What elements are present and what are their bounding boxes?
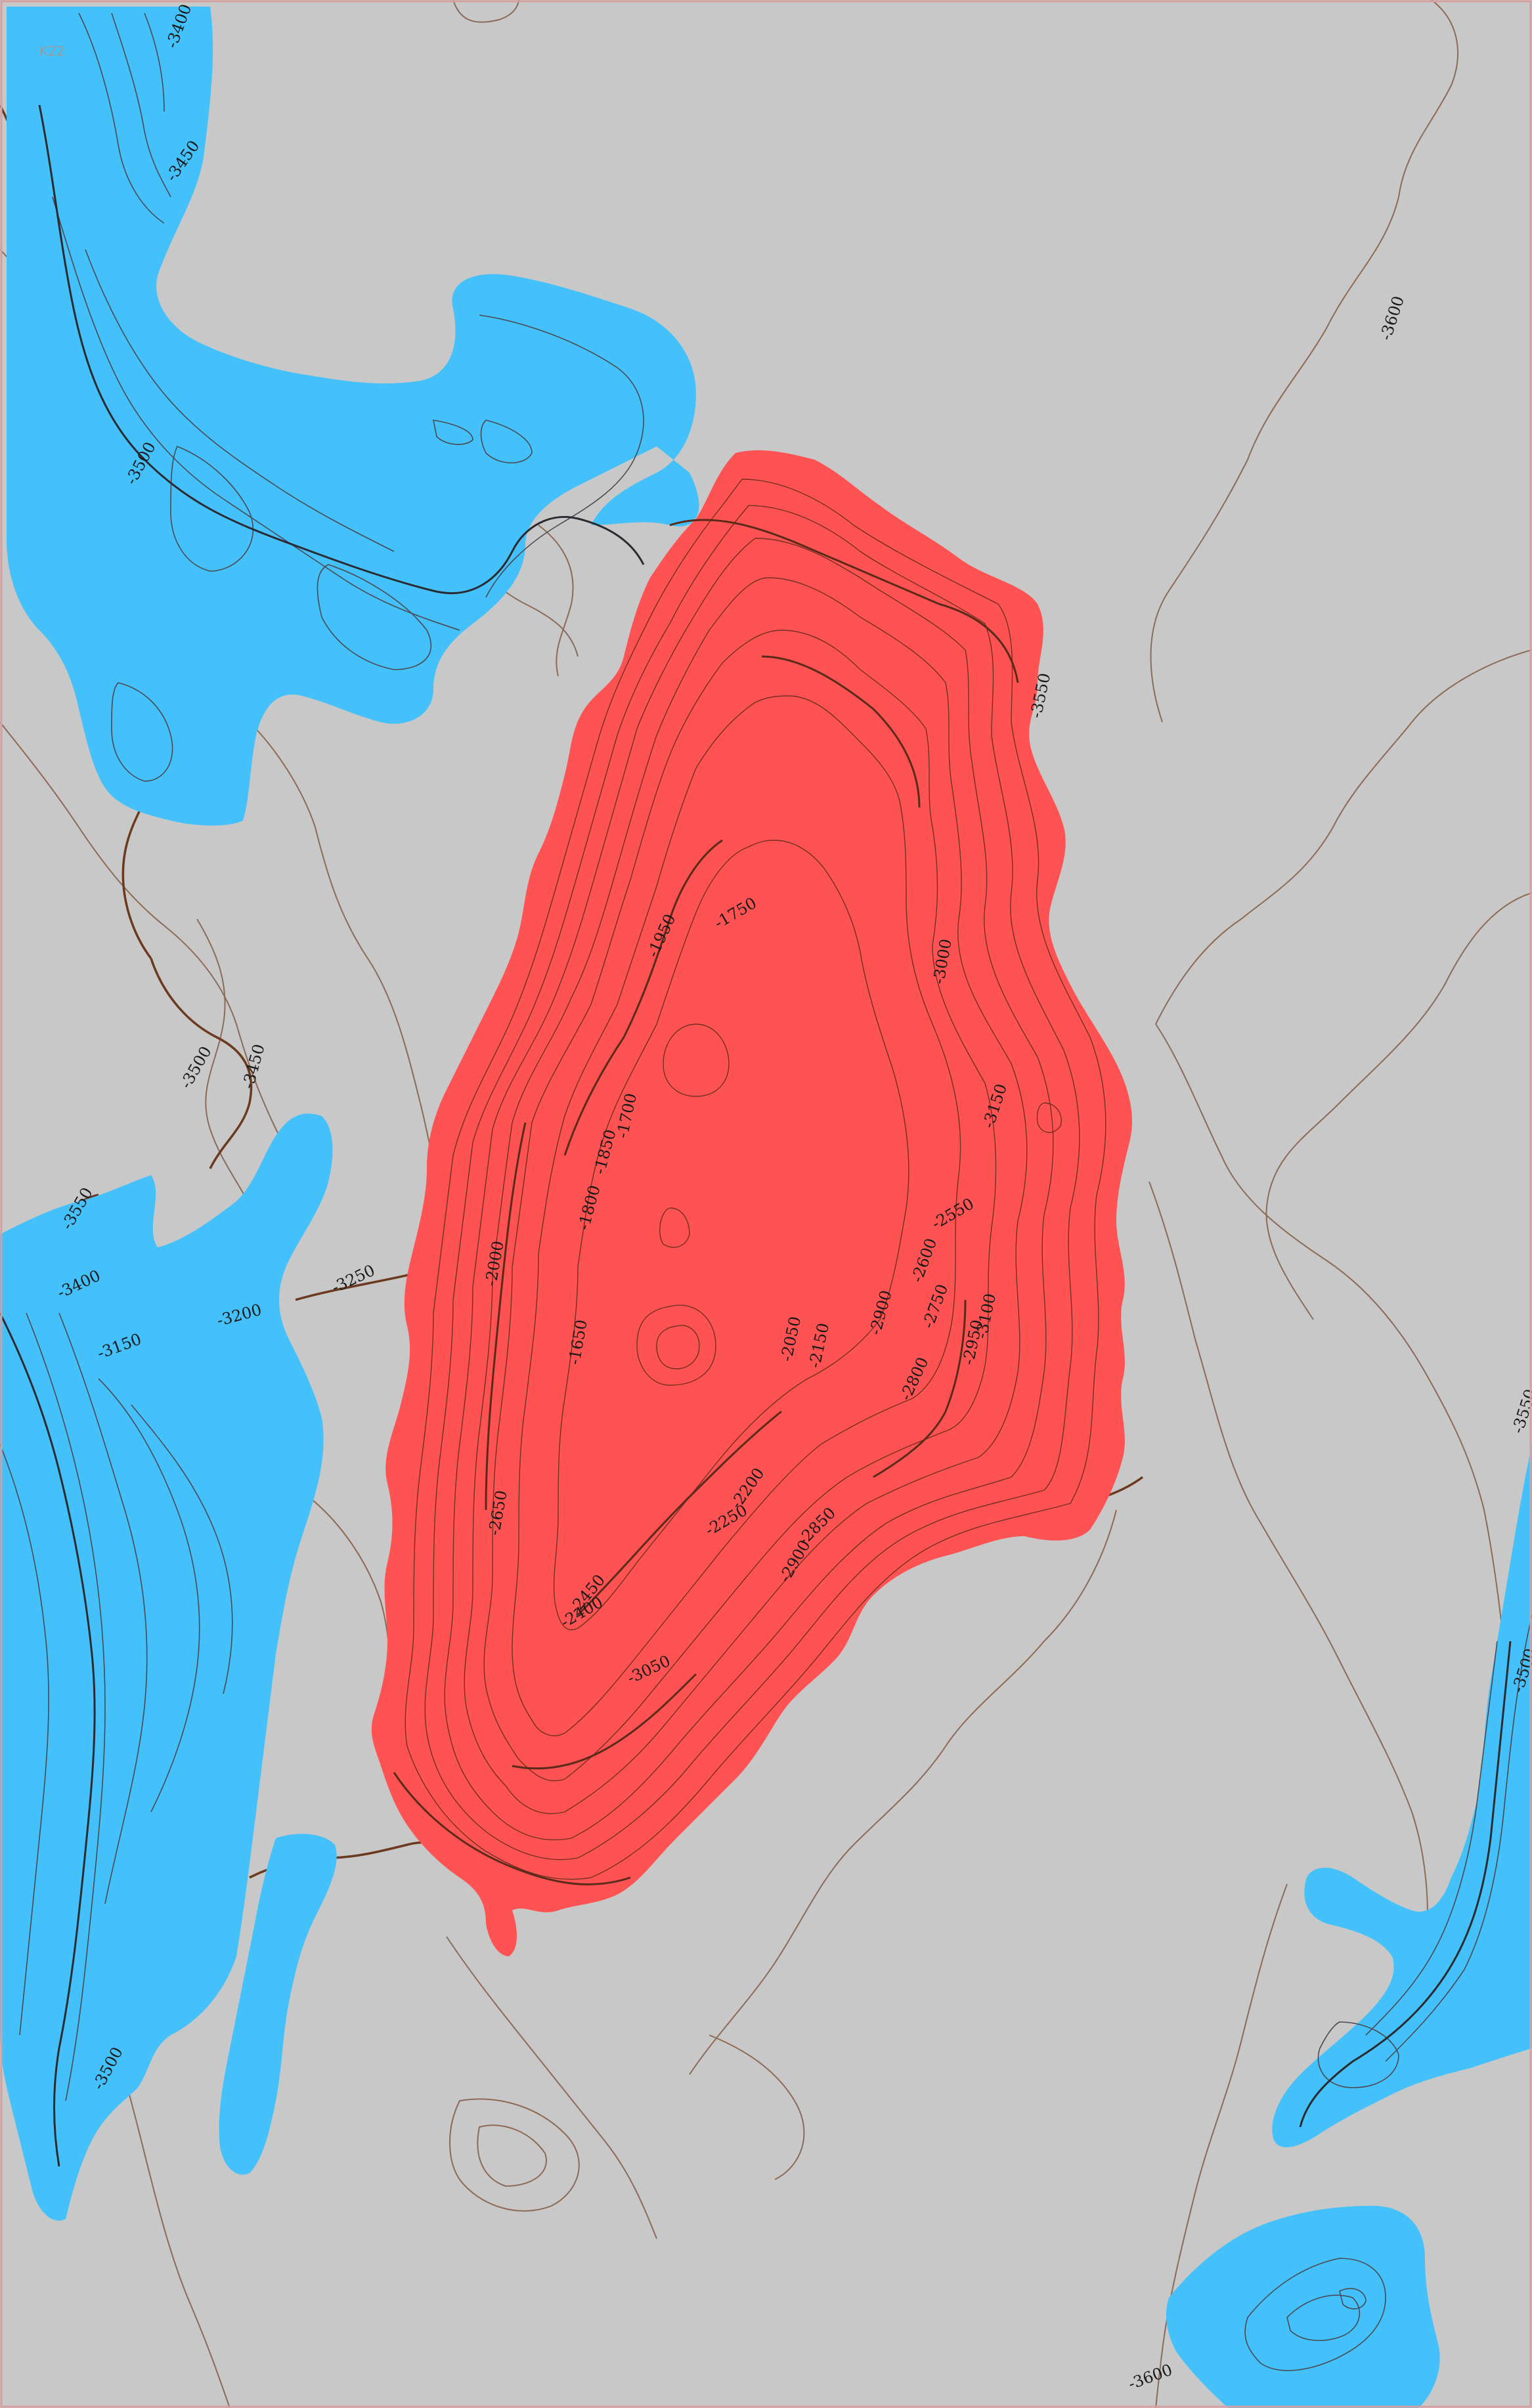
contour-line bbox=[1150, 0, 1458, 723]
contour-line bbox=[636, 1304, 716, 1386]
contour-line bbox=[144, 12, 165, 112]
contour-line bbox=[446, 1936, 657, 2239]
contour-line bbox=[424, 505, 1080, 1860]
deep-basin-northwest bbox=[7, 7, 699, 826]
contour-line bbox=[1265, 892, 1532, 1320]
contour-line bbox=[444, 538, 1054, 1841]
contour-line bbox=[512, 695, 961, 1736]
contour-line bbox=[1155, 649, 1532, 1025]
deep-basin-west bbox=[0, 1113, 333, 2221]
contour-line bbox=[58, 1312, 148, 1904]
contour-line bbox=[111, 682, 173, 782]
contour-line bbox=[38, 104, 645, 595]
contour-line bbox=[480, 419, 533, 463]
contour-line bbox=[170, 445, 253, 572]
contour-line bbox=[577, 1410, 782, 1616]
contour-line bbox=[1155, 1883, 1288, 2408]
contour-line bbox=[761, 655, 921, 808]
contour-line bbox=[1365, 1641, 1498, 2036]
contour-line bbox=[111, 12, 171, 198]
contour-line bbox=[669, 519, 1019, 683]
contour-line bbox=[26, 1312, 106, 2101]
contour-line bbox=[538, 525, 574, 677]
contour-line bbox=[452, 0, 519, 23]
contour-line bbox=[432, 419, 473, 445]
contour-line bbox=[1299, 1641, 1512, 2128]
contour-line bbox=[1244, 2258, 1386, 2371]
seamount-body bbox=[371, 450, 1132, 1956]
contour-line bbox=[477, 2124, 547, 2187]
contour-line bbox=[485, 1122, 527, 1511]
contour-line bbox=[483, 630, 997, 1782]
contour-line bbox=[0, 1312, 96, 2167]
contour-line bbox=[873, 1299, 967, 1478]
contour-line bbox=[131, 1404, 233, 1694]
contour-line bbox=[1339, 2288, 1367, 2310]
contour-line bbox=[52, 196, 460, 631]
basin-major-contours bbox=[0, 104, 1512, 2167]
contour-line bbox=[0, 1444, 49, 2036]
contour-line bbox=[1149, 1181, 1428, 1957]
deep-basin-southwest-finger bbox=[219, 1834, 337, 2175]
seamount-major-contours bbox=[393, 519, 1019, 1885]
seamount-contours bbox=[405, 479, 1106, 1880]
contour-line bbox=[689, 1509, 1117, 2075]
contour-line bbox=[1286, 2294, 1361, 2341]
basin-contours bbox=[0, 12, 1532, 2371]
contour-line bbox=[449, 2098, 580, 2212]
contour-line bbox=[512, 1673, 697, 1770]
deep-basin-east bbox=[1272, 1444, 1532, 2147]
contour-line bbox=[464, 577, 1028, 1815]
contour-line bbox=[663, 1023, 730, 1097]
contour-line bbox=[317, 564, 431, 670]
contour-line bbox=[709, 2034, 805, 2180]
contour-line bbox=[656, 1325, 700, 1369]
contour-line bbox=[553, 840, 909, 1631]
contour-line bbox=[98, 1378, 200, 1813]
contour-line bbox=[85, 249, 395, 552]
contour-line bbox=[1385, 1614, 1532, 2062]
deep-basin-south bbox=[1166, 2206, 1440, 2408]
contour-line bbox=[659, 1207, 690, 1248]
contour-line bbox=[405, 479, 1106, 1880]
deep-basins bbox=[0, 7, 1532, 2408]
contour-line bbox=[150, 958, 253, 1169]
contour-line bbox=[479, 314, 644, 598]
contour-line bbox=[196, 918, 263, 1235]
contour-line bbox=[0, 721, 283, 1143]
contour-line bbox=[1036, 1102, 1062, 1133]
contour-line bbox=[563, 839, 723, 1156]
contour-line bbox=[78, 12, 165, 224]
contour-line bbox=[393, 1772, 631, 1885]
contour-line bbox=[1317, 2021, 1399, 2088]
sheet-id: K22 bbox=[39, 43, 65, 59]
